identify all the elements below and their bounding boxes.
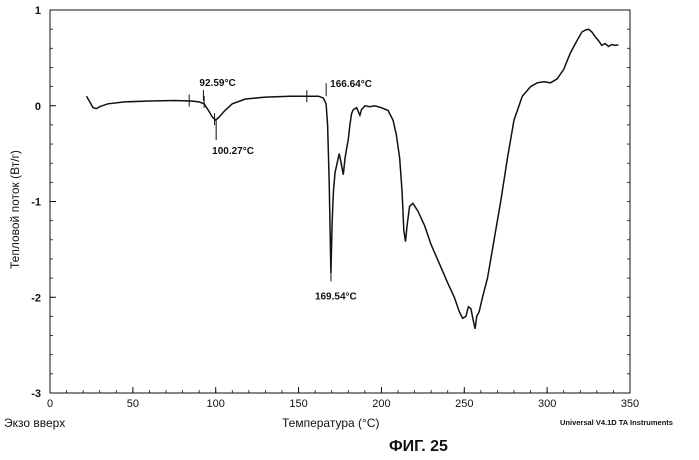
exo-direction-label: Экзо вверх xyxy=(4,416,65,430)
annotation-label: 100.27°C xyxy=(212,146,254,157)
x-tick-label-0: 0 xyxy=(47,398,53,410)
x-tick-label-100: 100 xyxy=(207,398,225,410)
y-tick-label--1: -1 xyxy=(31,197,41,209)
instrument-label: Universal V4.1D TA Instruments xyxy=(560,418,673,427)
x-axis-label: Температура (°C) xyxy=(282,416,379,430)
plot-axes xyxy=(50,10,630,393)
x-tick-label-150: 150 xyxy=(289,398,307,410)
peak-annotations: 92.59°C 100.27°C 166.64°C 169.54°C xyxy=(199,78,372,302)
annotation-label: 166.64°C xyxy=(330,79,372,90)
x-tick-label-350: 350 xyxy=(621,398,639,410)
y-axis-label: Тепловой поток (Вт/г) xyxy=(8,150,22,269)
x-tick-label-200: 200 xyxy=(372,398,390,410)
y-tick-label--2: -2 xyxy=(31,292,41,304)
annotation-label: 169.54°C xyxy=(315,291,357,302)
figure-label: ФИГ. 25 xyxy=(389,438,448,456)
x-tick-label-250: 250 xyxy=(455,398,473,410)
annotation-label: 92.59°C xyxy=(199,78,235,89)
y-tick-label--3: -3 xyxy=(31,388,41,400)
dsc-chart: 0 50 100 150 200 250 300 350 1 0 -1 -2 -3 92.59°C 100… xyxy=(0,0,699,410)
axis-ticks: 0 50 100 150 200 250 300 350 1 0 -1 -2 -3 xyxy=(31,5,639,410)
x-tick-label-50: 50 xyxy=(127,398,139,410)
y-tick-label-0: 0 xyxy=(35,101,41,113)
y-tick-label-1: 1 xyxy=(35,5,41,17)
dsc-curve xyxy=(87,29,619,329)
x-tick-label-300: 300 xyxy=(538,398,556,410)
plot-frame xyxy=(50,10,630,393)
